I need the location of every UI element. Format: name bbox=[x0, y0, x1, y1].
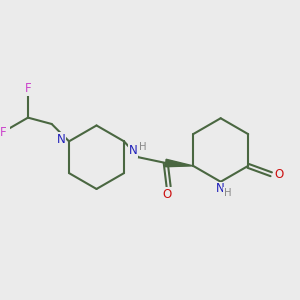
Text: F: F bbox=[0, 126, 7, 139]
Text: N: N bbox=[216, 182, 225, 196]
Text: H: H bbox=[224, 188, 231, 198]
Text: N: N bbox=[57, 134, 65, 146]
Text: F: F bbox=[25, 82, 31, 95]
Polygon shape bbox=[165, 159, 193, 167]
Text: O: O bbox=[163, 188, 172, 201]
Text: H: H bbox=[139, 142, 146, 152]
Text: N: N bbox=[129, 144, 137, 158]
Text: O: O bbox=[275, 168, 284, 181]
